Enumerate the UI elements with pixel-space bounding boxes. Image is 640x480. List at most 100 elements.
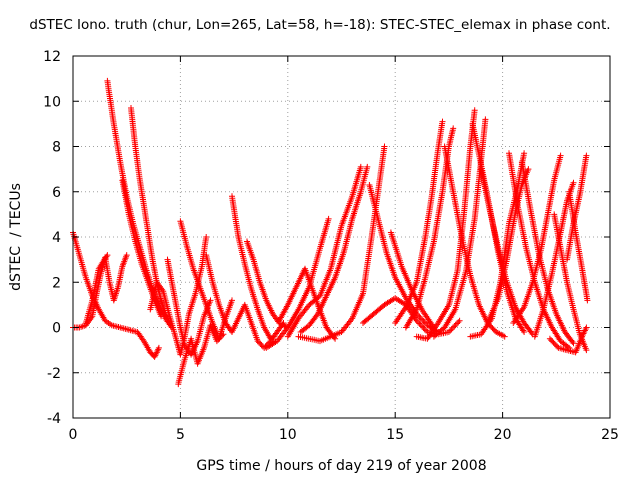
data-point xyxy=(198,263,205,270)
data-point xyxy=(439,118,446,125)
data-point xyxy=(454,267,461,274)
data-point xyxy=(413,279,420,286)
data-point xyxy=(332,274,339,281)
data-point xyxy=(241,301,248,308)
data-series xyxy=(229,193,274,342)
data-point xyxy=(160,288,167,295)
data-point xyxy=(398,263,405,270)
data-series xyxy=(119,177,165,320)
data-point xyxy=(564,197,570,204)
data-point xyxy=(570,306,577,313)
data-point xyxy=(263,344,270,351)
data-point xyxy=(276,317,283,324)
data-point xyxy=(413,317,420,324)
data-point xyxy=(493,329,500,335)
data-point xyxy=(317,338,323,345)
data-point xyxy=(229,329,235,335)
data-point xyxy=(284,301,291,308)
data-point xyxy=(486,206,493,213)
data-point xyxy=(538,245,545,252)
data-point xyxy=(177,351,184,358)
data-series xyxy=(128,105,173,326)
data-point xyxy=(566,188,573,195)
data-point xyxy=(190,265,197,272)
data-point xyxy=(553,310,560,317)
data-point xyxy=(518,159,525,166)
data-point xyxy=(151,353,158,360)
data-point xyxy=(570,179,577,186)
data-point xyxy=(561,329,568,335)
data-series xyxy=(402,125,457,331)
data-point xyxy=(375,188,381,195)
data-point xyxy=(115,283,122,290)
data-point xyxy=(544,211,551,218)
data-point xyxy=(512,304,519,311)
data-point xyxy=(145,279,152,286)
data-point xyxy=(119,263,126,270)
data-point xyxy=(220,331,227,338)
data-point xyxy=(89,297,96,304)
data-point xyxy=(201,313,207,320)
data-point xyxy=(546,335,553,342)
data-point xyxy=(207,322,214,329)
data-point xyxy=(572,229,579,236)
data-point xyxy=(134,329,141,335)
data-series xyxy=(295,143,388,345)
data-point xyxy=(188,335,195,342)
data-point xyxy=(241,261,248,268)
data-point xyxy=(235,315,242,322)
x-tick-label: 0 xyxy=(69,427,78,443)
data-point xyxy=(125,211,132,218)
data-point xyxy=(209,279,216,286)
data-point xyxy=(106,279,113,286)
data-point xyxy=(584,297,591,304)
data-point xyxy=(551,177,558,184)
data-point xyxy=(564,279,570,286)
data-point xyxy=(478,331,485,338)
data-point xyxy=(564,347,570,354)
data-series xyxy=(177,218,235,342)
data-point xyxy=(108,322,115,329)
data-series xyxy=(430,116,489,340)
data-series xyxy=(546,324,590,356)
data-point xyxy=(381,301,388,308)
y-tick-label: 0 xyxy=(52,321,61,337)
data-point xyxy=(576,191,583,197)
data-series xyxy=(175,322,227,388)
data-point xyxy=(338,222,345,229)
data-point xyxy=(529,279,536,286)
data-point xyxy=(192,290,199,297)
data-point xyxy=(469,120,476,127)
data-point xyxy=(340,249,347,256)
data-point xyxy=(173,301,180,308)
data-point xyxy=(579,333,586,340)
data-point xyxy=(136,175,143,182)
data-point xyxy=(132,238,139,245)
data-point xyxy=(325,215,332,222)
data-point xyxy=(392,274,399,281)
data-point xyxy=(164,256,171,263)
data-point xyxy=(314,310,321,317)
data-point xyxy=(323,292,330,299)
data-point xyxy=(203,234,210,240)
data-point xyxy=(186,310,192,317)
data-point xyxy=(503,279,510,286)
data-point xyxy=(196,283,203,290)
data-point xyxy=(422,234,429,240)
data-point xyxy=(512,209,519,216)
data-point xyxy=(314,301,321,308)
data-point xyxy=(95,306,102,313)
data-point xyxy=(82,320,89,326)
data-point xyxy=(375,215,381,222)
data-point xyxy=(274,338,281,345)
data-point xyxy=(125,326,132,333)
data-point xyxy=(177,324,184,331)
data-point xyxy=(471,107,478,114)
data-series xyxy=(297,163,371,335)
data-point xyxy=(450,125,457,132)
data-point xyxy=(229,297,235,304)
data-point xyxy=(256,279,263,286)
data-point xyxy=(557,245,564,252)
series-marker-trail xyxy=(299,165,370,334)
data-point xyxy=(430,333,437,340)
